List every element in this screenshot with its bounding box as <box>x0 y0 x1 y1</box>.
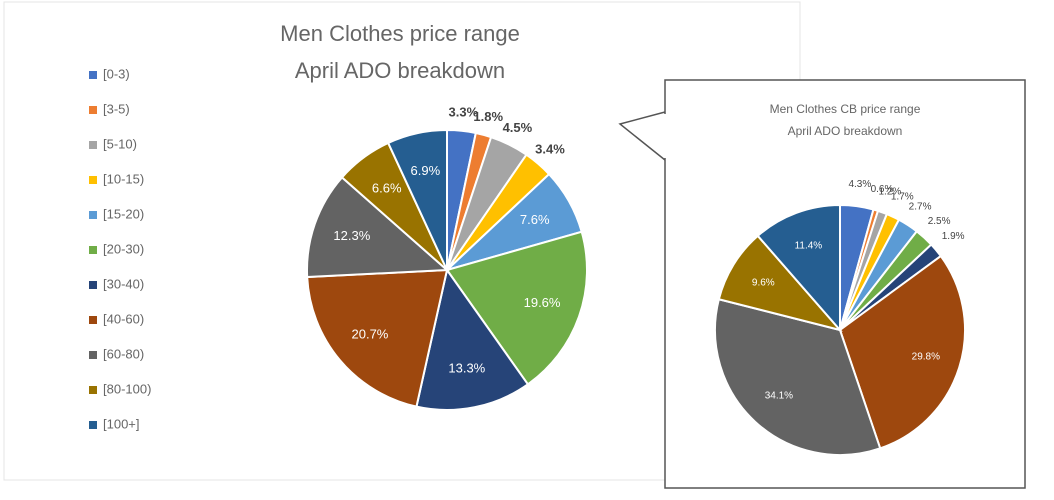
data-label: 0.6% <box>871 184 894 195</box>
legend-label: [40-60) <box>103 311 144 326</box>
data-label: 9.6% <box>752 278 775 289</box>
data-label: 1.7% <box>891 191 914 202</box>
pie-slice <box>445 230 588 386</box>
pie-slice <box>415 267 530 411</box>
data-label: 4.5% <box>503 120 533 135</box>
legend-swatch <box>89 176 97 184</box>
data-label: 29.8% <box>912 352 940 363</box>
legend-label: [5-10) <box>103 136 137 151</box>
legend-swatch <box>89 141 97 149</box>
pie-slice <box>756 203 841 333</box>
pie-slice <box>714 298 882 456</box>
data-label: 12.3% <box>333 228 370 243</box>
data-label: 20.7% <box>352 326 389 341</box>
legend-swatch <box>89 386 97 394</box>
data-label: 7.6% <box>520 212 550 227</box>
data-label: 6.9% <box>411 163 441 178</box>
legend-swatch <box>89 316 97 324</box>
chart-title: Men Clothes price range <box>280 21 520 46</box>
legend-swatch <box>89 421 97 429</box>
legend-label: [80-100) <box>103 381 151 396</box>
legend-label: [30-40) <box>103 276 144 291</box>
legend-swatch <box>89 71 97 79</box>
pie-slice <box>306 176 450 279</box>
data-label: 6.6% <box>372 181 402 196</box>
chart-title: Men Clothes CB price range <box>770 102 921 116</box>
data-label: 2.5% <box>928 216 951 227</box>
chart-title: April ADO breakdown <box>788 124 903 138</box>
legend-swatch <box>89 106 97 114</box>
legend-swatch <box>89 281 97 289</box>
legend-label: [60-80) <box>103 346 144 361</box>
pie-slice <box>717 234 843 332</box>
legend-label: [100+] <box>103 416 140 431</box>
data-label: 1.9% <box>942 231 965 242</box>
data-label: 34.1% <box>765 391 793 402</box>
legend-swatch <box>89 211 97 219</box>
legend-label: [0-3) <box>103 66 130 81</box>
legend-label: [3-5) <box>103 101 130 116</box>
data-label: 3.4% <box>535 142 565 157</box>
data-label: 19.6% <box>524 295 561 310</box>
data-label: 1.8% <box>473 109 503 124</box>
data-label: 2.7% <box>909 201 932 212</box>
legend-swatch <box>89 351 97 359</box>
chart-title: April ADO breakdown <box>295 58 505 83</box>
pie-slice <box>838 254 966 450</box>
pie-slice <box>386 128 448 271</box>
legend-label: [20-30) <box>103 241 144 256</box>
legend-swatch <box>89 246 97 254</box>
data-label: 4.3% <box>848 179 871 190</box>
data-label: 13.3% <box>448 360 485 375</box>
data-label: 3.3% <box>449 104 479 119</box>
data-label: 11.4% <box>795 240 823 251</box>
pie-slice <box>306 268 449 408</box>
legend-label: [10-15) <box>103 171 144 186</box>
data-label: 1.2% <box>878 186 901 197</box>
callout-pointer <box>618 111 666 161</box>
legend-label: [15-20) <box>103 206 144 221</box>
